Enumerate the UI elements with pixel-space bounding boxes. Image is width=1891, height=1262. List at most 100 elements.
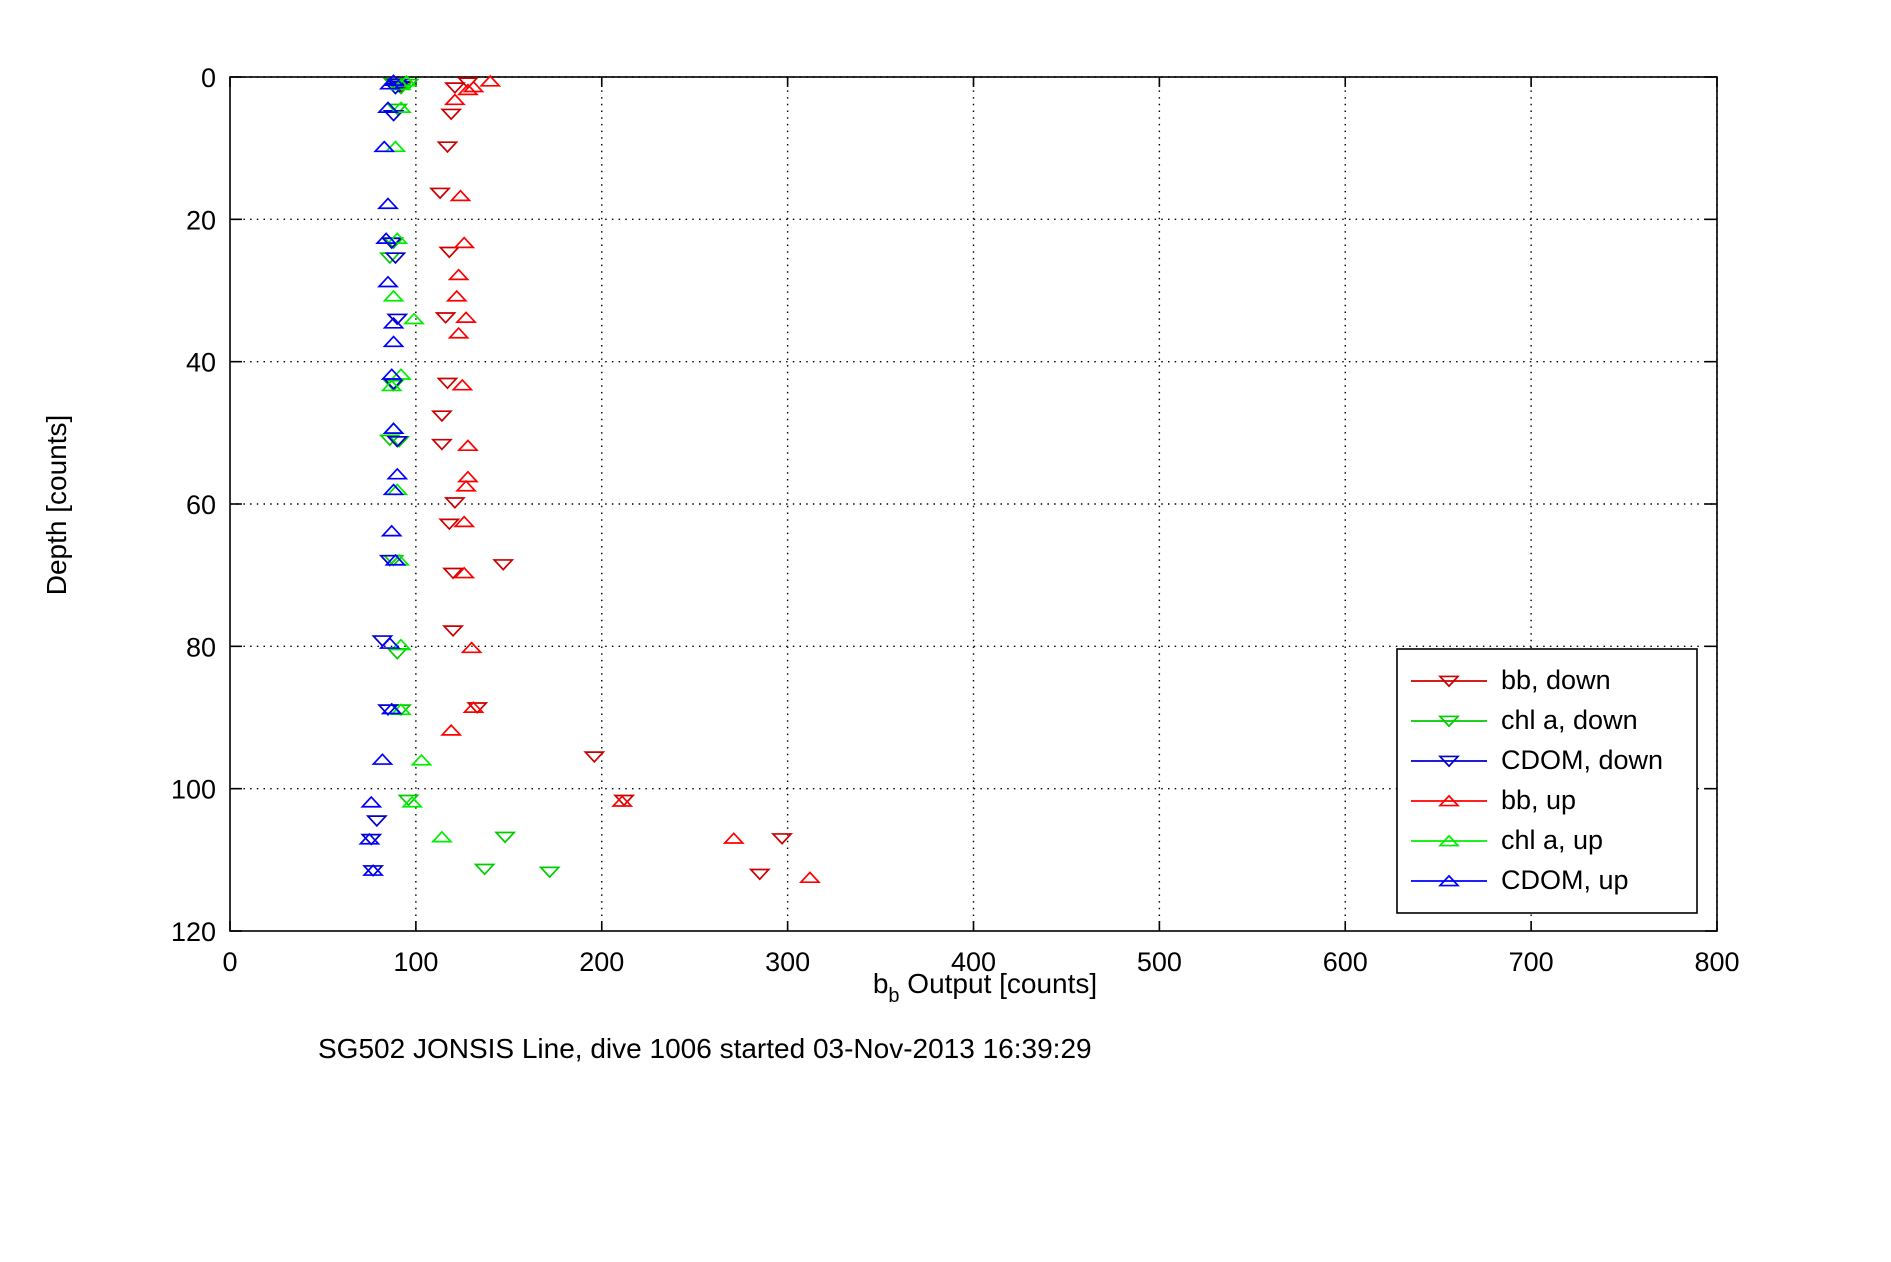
- data-point: [382, 483, 405, 496]
- legend-item-label: CDOM, down: [1501, 745, 1663, 775]
- data-point: [430, 830, 453, 843]
- legend-item-chl-a-up[interactable]: chl a, up: [1411, 825, 1603, 855]
- data-point: [442, 625, 464, 638]
- data-point: [380, 524, 403, 537]
- x-axis-units: Output [counts]: [907, 968, 1097, 999]
- data-point: [443, 93, 466, 106]
- x-tick-label: 100: [393, 947, 438, 977]
- x-axis-symbol: b: [873, 968, 889, 999]
- y-tick-label: 0: [201, 63, 216, 93]
- y-tick-label: 60: [186, 490, 216, 520]
- data-point: [443, 82, 466, 95]
- legend-sample-marker: [1438, 755, 1460, 768]
- legend-item-label: chl a, down: [1501, 705, 1638, 735]
- data-point: [386, 435, 409, 448]
- data-point: [390, 101, 412, 114]
- data-point: [371, 753, 394, 765]
- data-point: [434, 312, 457, 324]
- data-point: [382, 316, 405, 329]
- legend-item-label: bb, up: [1501, 785, 1576, 815]
- y-tick-label: 80: [186, 632, 216, 662]
- data-point: [380, 368, 403, 380]
- y-tick-label: 100: [171, 775, 216, 805]
- x-axis-subscript: b: [888, 985, 899, 1007]
- data-point: [429, 187, 451, 200]
- data-point: [397, 794, 420, 807]
- data-point: [358, 832, 381, 845]
- x-tick-label: 0: [222, 947, 237, 977]
- data-point: [386, 232, 409, 244]
- data-point: [473, 863, 496, 876]
- data-point: [442, 567, 464, 580]
- data-point: [611, 795, 634, 807]
- data-point: [382, 335, 405, 348]
- legend-item-label: chl a, up: [1501, 825, 1603, 855]
- figure-caption: SG502 JONSIS Line, dive 1006 started 03-…: [318, 1033, 1092, 1064]
- legend-item-chl-a-down[interactable]: chl a, down: [1411, 705, 1638, 735]
- data-point: [438, 246, 461, 259]
- data-point: [382, 289, 405, 302]
- x-tick-label: 800: [1694, 947, 1739, 977]
- data-point: [492, 559, 515, 571]
- data-point: [445, 289, 468, 302]
- legend-item-cdom-down[interactable]: CDOM, down: [1411, 745, 1663, 775]
- data-point: [380, 379, 403, 392]
- data-point: [384, 252, 407, 265]
- legend-item-label: bb, down: [1501, 665, 1611, 695]
- data-point: [375, 232, 398, 244]
- data-point: [798, 871, 821, 884]
- series-bb-up: [440, 74, 821, 884]
- data-point: [382, 379, 405, 392]
- y-axis-title-text: Depth [counts]: [41, 415, 72, 596]
- y-tick-label: 20: [186, 205, 216, 235]
- data-point: [440, 108, 463, 121]
- tick-labels: 0 100 200 300 400 500 600 700 800 0 20 40 60 80 100 120: [171, 63, 1740, 977]
- legend[interactable]: bb, down chl a, down CDOM, down bb, up chl a…: [1396, 648, 1698, 914]
- data-points-layer: [358, 74, 821, 884]
- x-axis-title-text: bb Output [counts]: [873, 968, 1097, 1007]
- data-point: [403, 312, 425, 325]
- data-point: [453, 566, 476, 579]
- data-point: [453, 515, 476, 528]
- data-point: [384, 553, 407, 566]
- data-point: [583, 751, 606, 764]
- data-point: [722, 832, 745, 844]
- data-point: [378, 637, 401, 649]
- data-point: [378, 77, 401, 90]
- data-point: [382, 422, 405, 434]
- data-point: [373, 140, 396, 153]
- legend-item-label: CDOM, up: [1501, 865, 1629, 895]
- legend-item-cdom-up[interactable]: CDOM, up: [1411, 865, 1629, 895]
- data-point: [436, 377, 459, 390]
- data-point: [479, 74, 502, 87]
- data-point: [443, 497, 466, 509]
- x-tick-label: 500: [1137, 947, 1182, 977]
- tick-marks: [229, 76, 1718, 932]
- data-point: [494, 831, 517, 844]
- data-point: [456, 439, 479, 452]
- data-point: [438, 518, 461, 531]
- data-point: [462, 701, 485, 713]
- data-point: [456, 470, 479, 483]
- legend-item-bb-down[interactable]: bb, down: [1411, 665, 1611, 695]
- legend-box: [1396, 648, 1698, 914]
- legend-item-bb-up[interactable]: bb, up: [1411, 785, 1576, 815]
- y-tick-label: 40: [186, 348, 216, 378]
- data-point: [455, 311, 478, 323]
- caption-text: SG502 JONSIS Line, dive 1006 started 03-…: [318, 1033, 1092, 1064]
- legend-sample-marker: [1438, 834, 1460, 847]
- x-tick-label: 300: [765, 947, 810, 977]
- data-point: [449, 189, 472, 202]
- data-point: [440, 723, 463, 736]
- data-point: [384, 140, 407, 153]
- data-point: [401, 795, 424, 808]
- data-point: [451, 378, 474, 391]
- legend-sample-marker: [1438, 874, 1460, 887]
- data-point: [360, 833, 383, 846]
- data-point: [455, 479, 478, 492]
- data-point: [430, 438, 453, 451]
- data-point: [362, 864, 385, 876]
- legend-sample-marker: [1438, 675, 1460, 688]
